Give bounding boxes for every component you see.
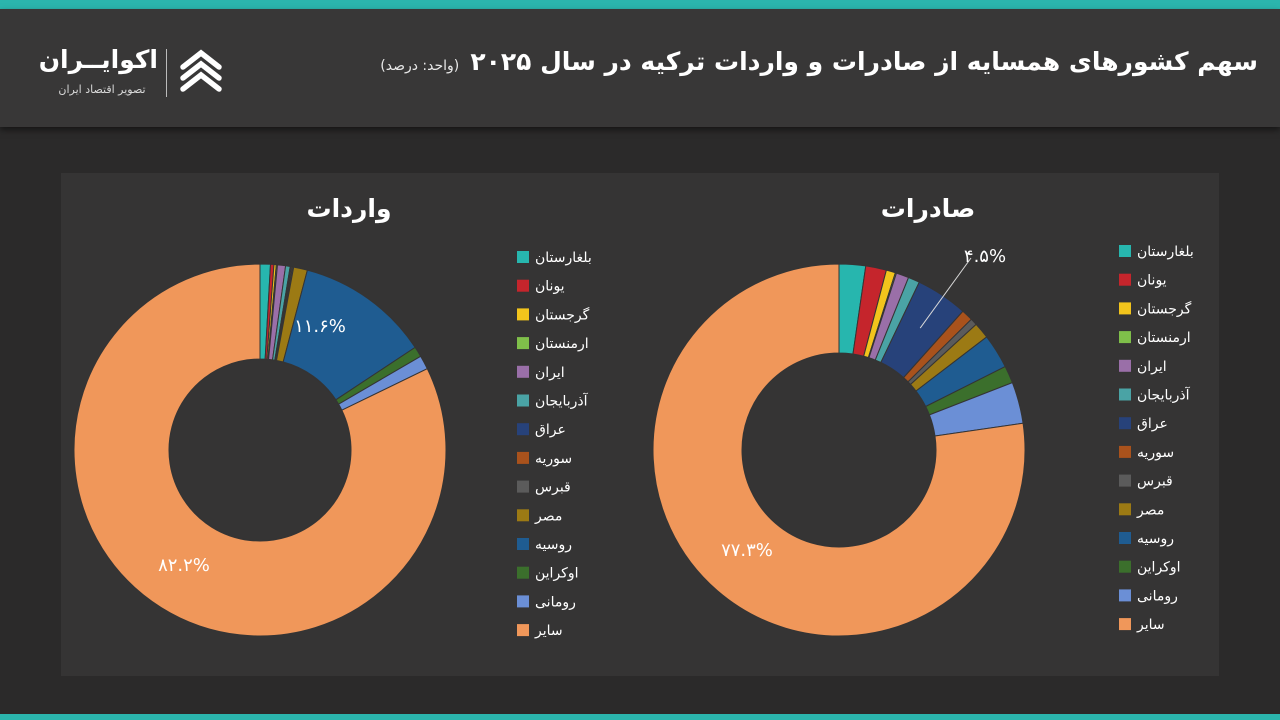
exports-legend-label-8: قبرس (1137, 474, 1173, 490)
imports-legend-label-13: سایر (534, 623, 563, 639)
exports-legend-swatch-5 (1119, 388, 1131, 401)
exports-legend-swatch-12 (1119, 589, 1131, 602)
brand-separator (166, 49, 167, 97)
charts-svg: واردات ۱۱.۶% ۸۲.۲% بلغارستان یونان گرجستان ار… (73, 194, 1194, 639)
brand-tagline: تصویر اقتصاد ایران (58, 83, 146, 96)
exports-chart: صادرات ۴.۵% ۷۷.۳% بلغارستان یونان گرجستان ارم… (652, 194, 1194, 637)
imports-donut-hole (170, 360, 350, 540)
exports-chart-title: صادرات (881, 194, 975, 223)
chart-panel: واردات ۱۱.۶% ۸۲.۲% بلغارستان یونان گرجستان ار… (61, 173, 1219, 676)
imports-legend-label-9: مصر (534, 508, 562, 524)
brand-name: اکوایــران (38, 45, 158, 74)
imports-legend-swatch-1 (517, 279, 529, 292)
page-title: سهم کشورهای همسایه از صادرات و واردات تر… (380, 47, 1258, 76)
exports-legend-swatch-1 (1119, 273, 1131, 286)
imports-legend-swatch-12 (517, 595, 529, 608)
exports-legend-label-7: سوریه (1137, 445, 1174, 461)
imports-legend-label-2: گرجستان (535, 306, 590, 323)
top-accent-bar (0, 0, 1280, 9)
imports-legend-label-1: یونان (535, 279, 565, 295)
exports-legend-swatch-9 (1119, 503, 1131, 516)
exports-legend-swatch-2 (1119, 302, 1131, 315)
exports-legend-swatch-3 (1119, 331, 1131, 344)
exports-legend-label-11: اوکراین (1137, 560, 1180, 576)
imports-legend-label-0: بلغارستان (535, 250, 592, 266)
brand: اکوایــران تصویر اقتصاد ایران (38, 45, 236, 105)
imports-legend-swatch-6 (517, 423, 529, 436)
imports-legend-swatch-9 (517, 509, 529, 522)
bottom-accent-bar (0, 714, 1280, 720)
imports-data-label-1: ۸۲.۲% (158, 555, 210, 576)
exports-legend-swatch-0 (1119, 245, 1131, 257)
exports-legend-label-10: روسیه (1137, 531, 1174, 547)
exports-legend-swatch-7 (1119, 445, 1131, 458)
imports-slice-13 (73, 263, 447, 637)
header: سهم کشورهای همسایه از صادرات و واردات تر… (0, 9, 1280, 127)
imports-legend-swatch-7 (517, 451, 529, 464)
exports-donut-hole (743, 354, 935, 546)
imports-legend-swatch-5 (517, 394, 529, 407)
imports-data-label-0: ۱۱.۶% (294, 316, 346, 337)
exports-legend-label-13: سایر (1136, 617, 1165, 633)
imports-legend-swatch-8 (517, 480, 529, 493)
exports-legend-label-2: گرجستان (1137, 300, 1192, 317)
logo-icon (180, 49, 222, 92)
imports-legend-label-8: قبرس (535, 480, 571, 496)
exports-legend-swatch-10 (1119, 532, 1131, 544)
title-unit: (واحد: درصد) (380, 58, 460, 74)
exports-legend-swatch-4 (1119, 359, 1131, 372)
imports-chart: واردات ۱۱.۶% ۸۲.۲% بلغارستان یونان گرجستان ار… (73, 194, 592, 639)
exports-legend-label-9: مصر (1136, 502, 1164, 518)
exports-legend-label-6: عراق (1137, 416, 1168, 432)
exports-leader-line (919, 257, 972, 329)
imports-legend-label-10: روسیه (535, 537, 572, 553)
imports-legend-label-6: عراق (535, 422, 566, 438)
exports-legend-swatch-13 (1119, 618, 1131, 631)
imports-legend-swatch-10 (517, 538, 529, 550)
exports-legend-swatch-11 (1119, 560, 1131, 573)
exports-legend-label-3: ارمنستان (1137, 330, 1191, 346)
imports-legend-swatch-13 (517, 624, 529, 637)
imports-legend-swatch-3 (517, 337, 529, 350)
exports-legend-swatch-8 (1119, 474, 1131, 487)
exports-legend-label-1: یونان (1137, 273, 1167, 289)
imports-legend-swatch-0 (517, 251, 529, 263)
imports-legend-label-4: ایران (535, 365, 565, 381)
exports-legend-label-12: رومانی (1137, 588, 1178, 604)
exports-legend-label-0: بلغارستان (1137, 244, 1194, 260)
exports-data-label-1: ۷۷.۳% (721, 540, 773, 561)
imports-legend-label-5: آذربایجان (535, 393, 589, 410)
imports-chart-title: واردات (306, 194, 391, 224)
imports-legend-swatch-2 (517, 308, 529, 321)
exports-slice-13 (652, 263, 1026, 637)
imports-legend-label-12: رومانی (535, 594, 576, 610)
imports-legend-swatch-11 (517, 566, 529, 579)
exports-legend-swatch-6 (1119, 417, 1131, 430)
exports-data-label-0: ۴.۵% (964, 246, 1006, 267)
exports-legend-label-4: ایران (1137, 359, 1167, 375)
imports-legend-label-11: اوکراین (535, 566, 578, 582)
imports-legend-swatch-4 (517, 365, 529, 378)
exports-legend-label-5: آذربایجان (1137, 387, 1191, 404)
title-main: سهم کشورهای همسایه از صادرات و واردات تر… (470, 47, 1258, 76)
imports-legend-label-7: سوریه (535, 451, 572, 467)
imports-legend-label-3: ارمنستان (535, 336, 589, 352)
